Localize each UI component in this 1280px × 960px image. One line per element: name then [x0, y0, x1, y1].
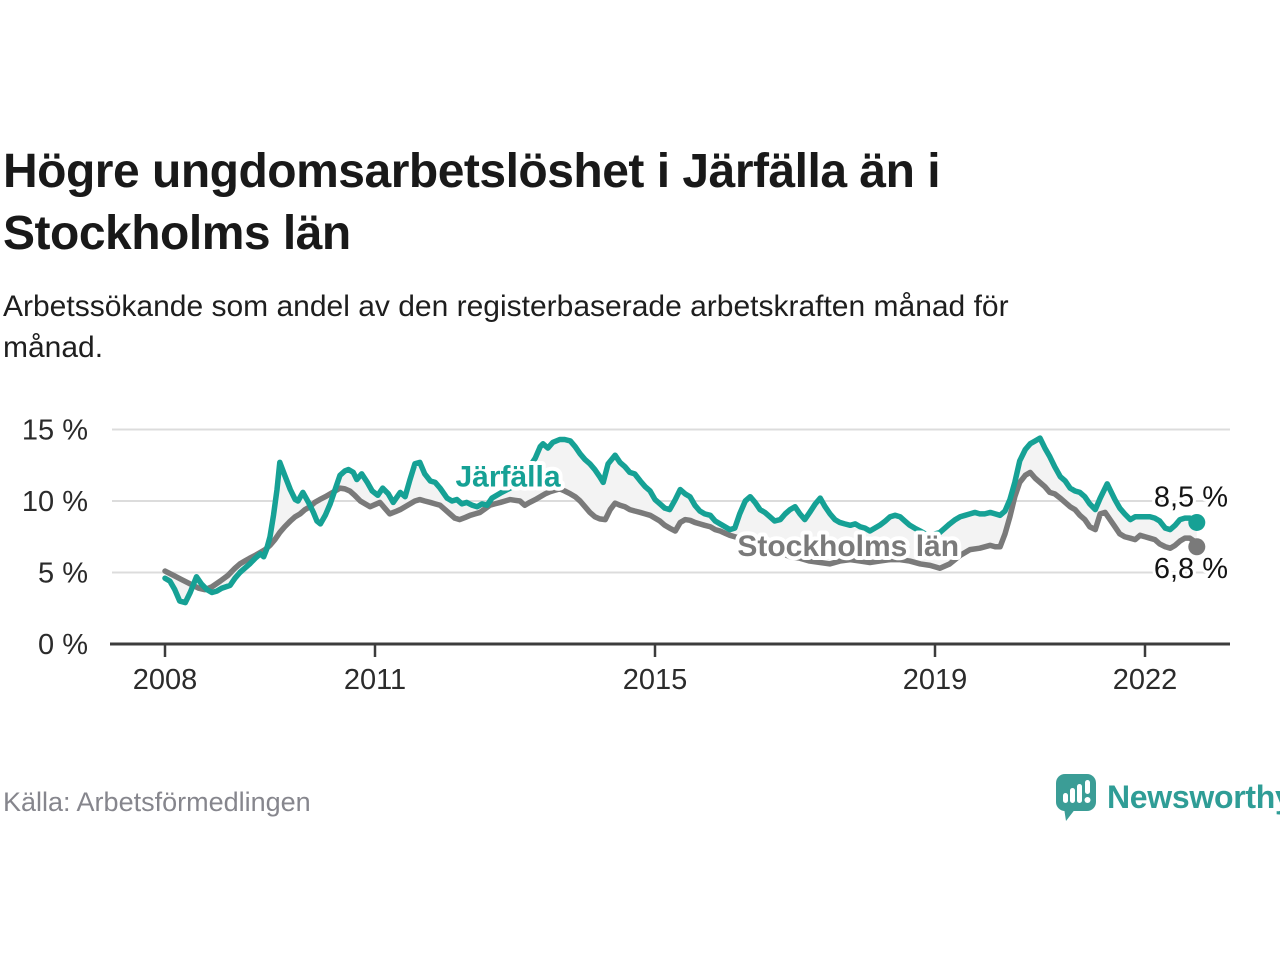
end-value-label: 6,8 %	[1154, 553, 1228, 585]
newsworthy-speech-bubble-icon	[1056, 774, 1096, 821]
y-tick-label: 15 %	[22, 415, 88, 447]
series-line-jarfalla	[162, 435, 1200, 606]
series-inline-label: Stockholms län	[737, 530, 959, 563]
x-tick-label: 2019	[903, 664, 968, 696]
end-dot-stockholms-lan	[1188, 538, 1206, 556]
page-title: Högre ungdomsarbetslöshet i Järfälla än …	[3, 141, 1173, 265]
source-attribution: Källa: Arbetsförmedlingen	[3, 787, 311, 817]
x-tick-label: 2011	[344, 664, 406, 696]
y-tick-label: 10 %	[22, 486, 88, 518]
page-subtitle-line-2: månad.	[3, 331, 104, 364]
y-tick-label: 0 %	[38, 629, 88, 661]
y-tick-label: 5 %	[38, 558, 88, 590]
end-value-label: 8,5 %	[1154, 481, 1228, 513]
series-inline-label: Järfälla	[455, 461, 560, 494]
page-title-line-1: Högre ungdomsarbetslöshet i Järfälla än …	[3, 145, 941, 198]
end-dot-jarfalla	[1188, 513, 1206, 531]
newsworthy-logo: Newsworthy	[1054, 772, 1280, 822]
page-subtitle-line-1: Arbetssökande som andel av den registerb…	[3, 290, 1009, 323]
newsworthy-wordmark: Newsworthy	[1107, 778, 1280, 815]
x-tick-label: 2008	[133, 664, 198, 696]
page-title-line-2: Stockholms län	[3, 207, 351, 260]
x-tick-label: 2022	[1113, 664, 1178, 696]
x-tick-label: 2015	[623, 664, 688, 696]
page-subtitle: Arbetssökande som andel av den registerb…	[3, 286, 1183, 368]
